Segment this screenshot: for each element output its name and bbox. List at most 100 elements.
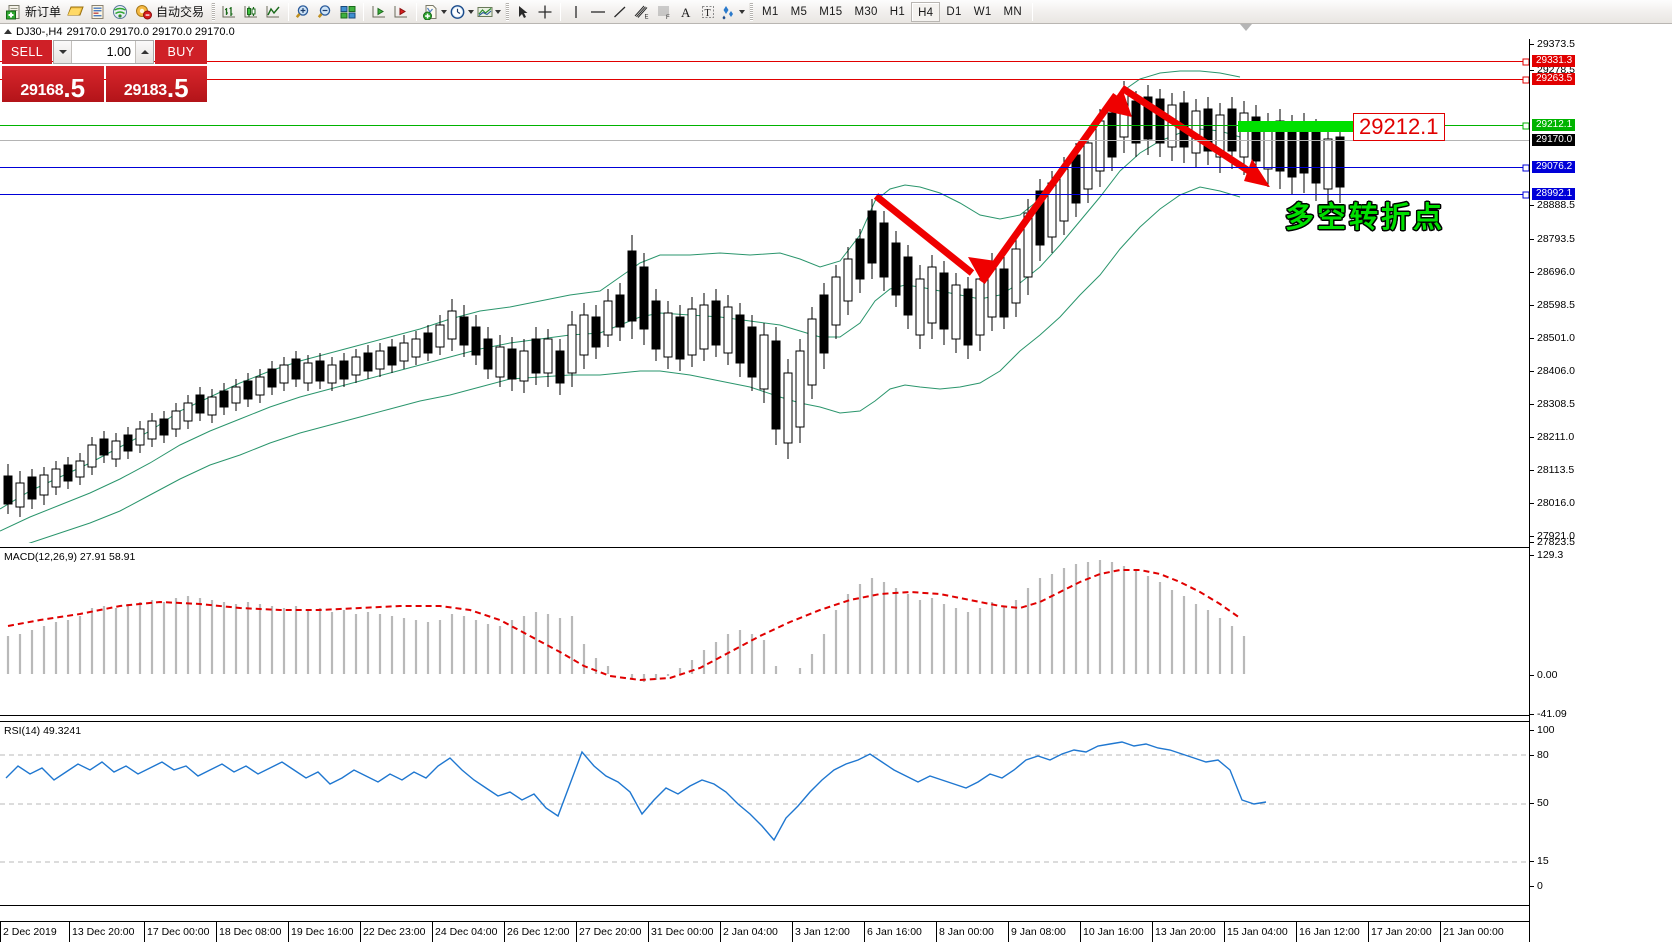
time-label-18: 16 Jan 12:00 [1299,926,1360,938]
horizontal-line-tool-button[interactable] [587,1,609,23]
oct-price-row: 29168 . 5 29183 . 5 [2,66,207,102]
timeframe-mn[interactable]: MN [1003,5,1023,18]
text-label-tool-button[interactable]: T [697,1,719,23]
equidistant-channel-button[interactable]: E [631,1,653,23]
toolbar-grip-2[interactable] [505,2,510,21]
buy-price-button[interactable]: 29183 . 5 [105,66,207,102]
indicator-dropdown-caret[interactable] [441,9,448,14]
sell-price-button[interactable]: 29168 . 5 [2,66,104,102]
zoom-out-icon [317,4,331,18]
signal-globe-icon [113,4,128,19]
volume-increment-button[interactable] [135,41,153,63]
volume-decrement-button[interactable] [54,41,72,63]
timeframe-w1[interactable]: W1 [973,5,992,18]
resistance-line-29263[interactable] [0,76,1530,84]
timeframe-m15[interactable]: M15 [819,5,843,18]
svg-text:A: A [681,5,691,20]
chinese-annotation-text[interactable]: 多空转折点 [1285,200,1446,234]
trendline-tool-button[interactable] [609,1,631,23]
price-axis[interactable]: 29373.5 29278.5 28888.5 28793.5 28696.0 … [1529,38,1672,942]
rsi-line [5,741,1267,842]
rsi-pane[interactable]: RSI(14) 49.3241 [0,721,1529,906]
price-tag-resistance-2[interactable]: 29263.5 [1532,73,1576,85]
macd-tick-zero: 0.00 [1530,669,1557,681]
timeframe-m5[interactable]: M5 [790,5,808,18]
sell-price-integer: 29168 [20,82,64,99]
signals-icon-button[interactable] [109,1,131,23]
cursor-tool-button[interactable] [512,1,534,23]
green-zone-rectangle[interactable] [1238,121,1358,132]
time-label-15: 10 Jan 16:00 [1083,926,1144,938]
volume-stepper[interactable]: 1.00 [53,40,154,64]
terminal-icon-button[interactable] [87,1,109,23]
zoom-in-button[interactable] [293,1,315,23]
time-separator [1152,922,1153,942]
timeframe-d1[interactable]: D1 [946,5,962,18]
timeframe-m1[interactable]: M1 [762,5,779,18]
chart-area: 29212.1 多空转折点 MACD(12,26,9) 27.91 58.91 [0,24,1672,942]
vertical-line-icon [575,5,577,18]
add-indicator-button[interactable] [421,1,448,23]
price-tick-3: 28888.5 [1530,199,1575,211]
price-annotation-box[interactable]: 29212.1 [1353,113,1445,141]
price-tag-resistance-1[interactable]: 29331.3 [1532,55,1576,67]
collapse-triangle-icon[interactable] [4,29,12,34]
line-chart-button[interactable] [262,1,284,23]
shift-chart-button[interactable] [368,1,390,23]
fibonacci-tool-button[interactable]: F [653,1,675,23]
buy-label-button[interactable]: BUY [155,40,207,64]
autoscroll-button[interactable] [390,1,412,23]
chart-shift-marker[interactable] [1240,24,1252,31]
volume-input[interactable]: 1.00 [106,45,131,59]
timeframe-h1[interactable]: H1 [889,5,906,18]
time-label-10: 2 Jan 04:00 [723,926,778,938]
templates-dropdown-caret[interactable] [495,9,502,14]
price-tag-support-2[interactable]: 28992.1 [1532,188,1576,200]
period-dropdown-caret[interactable] [468,9,475,14]
new-order-icon [6,4,20,19]
price-tick-8: 28406.0 [1530,365,1575,377]
text-tool-button[interactable]: A [675,1,697,23]
macd-indicator-label: MACD(12,26,9) 27.91 58.91 [4,551,136,563]
support-line-29076[interactable] [0,164,1530,172]
arrows-tool-button[interactable] [719,1,746,23]
resistance-line-29331[interactable] [0,58,1530,66]
rsi-tick-100: 100 [1530,724,1555,736]
zoom-out-button[interactable] [315,1,337,23]
arrows-dropdown-caret[interactable] [739,9,746,14]
macd-pane[interactable]: MACD(12,26,9) 27.91 58.91 [0,547,1529,716]
sell-label-button[interactable]: SELL [2,40,52,64]
time-label-20: 21 Jan 00:00 [1443,926,1504,938]
svg-text:E: E [645,14,649,20]
time-label-5: 22 Dec 23:00 [363,926,426,938]
vertical-line-tool-button[interactable] [565,1,587,23]
price-pane[interactable]: 29212.1 多空转折点 [0,24,1530,543]
price-tag-support-1[interactable]: 29076.2 [1532,161,1576,173]
bar-chart-button[interactable] [218,1,240,23]
templates-button[interactable] [475,1,502,23]
crosshair-tool-button[interactable] [534,1,556,23]
time-label-19: 17 Jan 20:00 [1371,926,1432,938]
time-separator [576,922,577,942]
price-tag-target[interactable]: 29212.1 [1532,119,1576,131]
toolbar-grip-3[interactable] [749,2,754,21]
toolbar-grip-1[interactable] [211,2,216,21]
autotrading-button[interactable]: 自动交易 [131,1,208,23]
tile-windows-button[interactable] [337,1,359,23]
svg-text:T: T [705,8,711,19]
new-order-button[interactable]: 新订单 [2,1,65,23]
price-tick-5: 28696.0 [1530,266,1575,278]
macd-signal-line [7,569,1241,682]
timeframe-m30[interactable]: M30 [854,5,878,18]
time-separator [1296,922,1297,942]
one-click-trading-panel[interactable]: SELL 1.00 BUY 29168 . 5 29183 . 5 [2,40,207,103]
candlestick-chart-button[interactable] [240,1,262,23]
time-label-17: 15 Jan 04:00 [1227,926,1288,938]
timeframe-h4[interactable]: H4 [911,1,941,22]
ohlc-values: 29170.0 29170.0 29170.0 29170.0 [66,25,235,38]
price-chart-svg [0,70,1345,543]
period-button[interactable] [448,1,475,23]
main-toolbar: 新订单 [0,0,1672,24]
history-icon-button[interactable] [65,1,87,23]
